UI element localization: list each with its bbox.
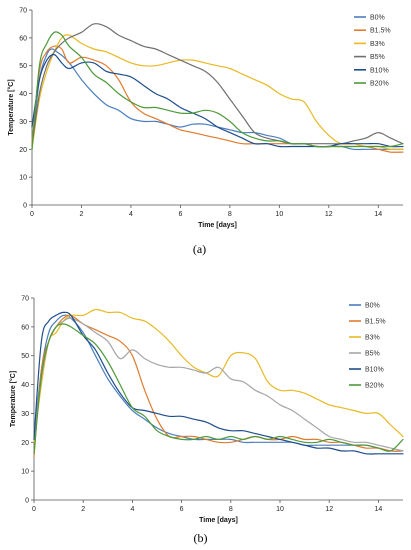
x-tick-label: 12 (325, 506, 333, 513)
x-tick-label: 2 (80, 211, 84, 218)
legend-label-b5pct: B5% (370, 54, 385, 61)
x-tick-label: 4 (129, 211, 133, 218)
panel-caption: (a) (193, 242, 206, 256)
legend: B0% B1.5% B3% B5% B10% B20% (354, 15, 391, 88)
series-line-b10pct (33, 311, 404, 455)
x-tick-label: 6 (180, 506, 184, 513)
x-tick-label: 8 (229, 506, 233, 513)
y-tick-label: 70 (21, 296, 29, 303)
y-tick-label: 60 (19, 35, 27, 42)
x-tick-label: 10 (276, 506, 284, 513)
series-line-b5pct (33, 317, 404, 452)
legend-label-b10pct: B10% (370, 67, 389, 74)
y-tick-label: 0 (25, 498, 29, 505)
y-tick-label: 10 (19, 175, 27, 182)
x-tick-label: 4 (130, 506, 134, 513)
x-tick-label: 0 (32, 506, 36, 513)
y-tick-label: 50 (21, 353, 29, 360)
legend-label-b20pct: B20% (365, 383, 384, 390)
x-tick-label: 2 (81, 506, 85, 513)
series-line-b0pct (33, 314, 404, 452)
series-line-b3pct (31, 34, 404, 151)
series-line-b20pct (31, 31, 404, 150)
legend-label-b20pct: B20% (370, 81, 389, 88)
x-tick-label: 0 (30, 211, 34, 218)
x-axis-label: Time [days] (199, 517, 238, 524)
y-tick-label: 60 (21, 324, 29, 331)
series-line-b10pct (31, 53, 404, 148)
y-tick-label: 70 (19, 8, 27, 15)
y-tick-label: 40 (19, 91, 27, 98)
series-line-b20pct (33, 323, 404, 455)
chart-panel-a: 0 10 20 30 40 50 60 70 0 2 4 6 8 10 12 14 Time [days] Tem… (7, 8, 404, 256)
legend-label-b3pct: B3% (365, 335, 380, 342)
y-tick-label: 20 (21, 440, 29, 447)
x-axis-label: Time [days] (198, 222, 237, 229)
x-tick-label: 8 (228, 211, 232, 218)
series-line-b3pct (33, 308, 404, 443)
legend-label-b10pct: B10% (365, 367, 384, 374)
y-axis-label: Temperature [°C] (7, 79, 15, 135)
y-tick-label: 30 (21, 411, 29, 418)
x-tick-label: 12 (325, 211, 333, 218)
legend-label-b3pct: B3% (370, 41, 385, 48)
legend-label-b5pct: B5% (365, 351, 380, 358)
legend-label-b1-5pct: B1.5% (365, 319, 386, 326)
series-line-b1-5pct (33, 314, 404, 458)
legend-label-b1-5pct: B1.5% (370, 28, 391, 35)
y-tick-label: 20 (19, 147, 27, 154)
y-tick-label: 50 (19, 63, 27, 70)
x-tick-label: 14 (374, 211, 382, 218)
panel-caption: (b) (194, 531, 208, 545)
series-line-b5pct (31, 23, 404, 148)
legend: B0% B1.5% B3% B5% B10% B20% (349, 303, 386, 390)
y-axis-label: Temperature [°C] (9, 371, 17, 427)
legend-label-b0pct: B0% (365, 303, 380, 310)
x-tick-label: 6 (178, 211, 182, 218)
legend-label-b0pct: B0% (370, 15, 385, 22)
series-line-b0pct (31, 48, 404, 151)
y-tick-label: 10 (21, 469, 29, 476)
y-tick-label: 0 (23, 203, 27, 210)
x-tick-label: 14 (375, 506, 383, 513)
chart-panel-b: 0 10 20 30 40 50 60 70 0 2 4 6 8 10 12 14 Time [days] Tem… (9, 296, 404, 545)
x-tick-label: 10 (275, 211, 283, 218)
y-tick-label: 40 (21, 382, 29, 389)
y-tick-label: 30 (19, 119, 27, 126)
